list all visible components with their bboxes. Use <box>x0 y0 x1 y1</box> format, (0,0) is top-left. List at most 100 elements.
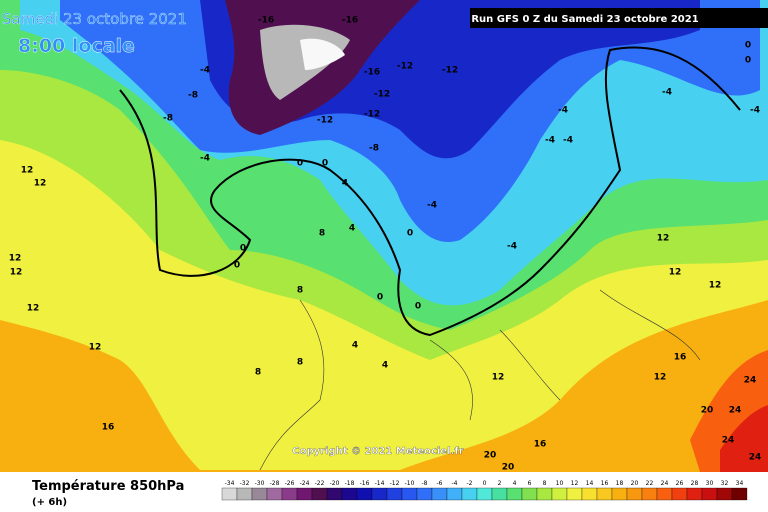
scale-swatch <box>446 487 463 501</box>
contour-label: 4 <box>382 361 388 371</box>
map-background <box>0 0 768 472</box>
contour-label: -12 <box>442 66 458 76</box>
contour-label: -4 <box>200 66 210 76</box>
scale-swatch <box>566 487 583 501</box>
scale-label: 16 <box>601 480 609 487</box>
contour-label: 8 <box>319 229 325 239</box>
scale-label: 6 <box>528 480 532 487</box>
scale-label: 22 <box>646 480 654 487</box>
scale-label: -24 <box>300 480 310 487</box>
contour-label: 12 <box>657 234 670 244</box>
contour-label: 0 <box>240 244 246 254</box>
scale-swatch <box>341 487 358 501</box>
scale-label: 20 <box>631 480 639 487</box>
scale-swatch <box>431 487 448 501</box>
scale-swatch <box>686 487 703 501</box>
contour-label: 12 <box>669 268 682 278</box>
contour-label: 0 <box>745 56 751 66</box>
scale-label: -6 <box>437 480 443 487</box>
scale-label: 26 <box>676 480 684 487</box>
contour-label: -4 <box>545 136 555 146</box>
scale-label: -32 <box>240 480 250 487</box>
scale-swatch <box>521 487 538 501</box>
scale-swatch <box>281 487 298 501</box>
contour-label: 12 <box>34 179 47 189</box>
scale-label: -16 <box>360 480 370 487</box>
scale-swatch <box>596 487 613 501</box>
contour-label: 16 <box>102 423 115 433</box>
contour-label: -8 <box>163 114 173 124</box>
scale-swatch <box>551 487 568 501</box>
contour-label: -4 <box>750 106 760 116</box>
contour-label: 12 <box>10 268 23 278</box>
scale-label: 14 <box>586 480 594 487</box>
scale-swatch <box>581 487 598 501</box>
contour-label: 24 <box>749 453 762 463</box>
contour-label: 0 <box>407 229 413 239</box>
contour-label: 0 <box>322 159 328 169</box>
scale-label: -34 <box>225 480 235 487</box>
contour-label: -16 <box>258 16 274 26</box>
scale-label: 32 <box>721 480 729 487</box>
scale-label: 8 <box>543 480 547 487</box>
contour-label: 0 <box>297 159 303 169</box>
borders <box>259 289 701 471</box>
copyright: Copyright © 2021 Meteociel.fr <box>292 446 463 457</box>
scale-swatch <box>656 487 673 501</box>
contour-label: 4 <box>352 341 358 351</box>
scale-label: 18 <box>616 480 624 487</box>
contour-label: 20 <box>701 406 714 416</box>
scale-swatch <box>641 487 658 501</box>
scale-swatch <box>371 487 388 501</box>
scale-swatch <box>716 487 733 501</box>
contour-label: 8 <box>297 358 303 368</box>
contour-label: 8 <box>255 368 261 378</box>
scale-label: -14 <box>375 480 385 487</box>
scale-swatch <box>476 487 493 501</box>
contour-label: 12 <box>709 281 722 291</box>
scale-label: -8 <box>422 480 428 487</box>
scale-swatch <box>266 487 283 501</box>
contour-label: 12 <box>9 254 22 264</box>
scale-label: -18 <box>345 480 355 487</box>
contour-label: 24 <box>744 376 757 386</box>
contour-label: 0 <box>745 41 751 51</box>
contour-label: -4 <box>558 106 568 116</box>
scale-label: 0 <box>483 480 487 487</box>
contour-label: 12 <box>89 343 102 353</box>
scale-swatch <box>326 487 343 501</box>
scale-label: -2 <box>467 480 473 487</box>
contour-label: 24 <box>729 406 742 416</box>
contour-label: -4 <box>200 154 210 164</box>
scale-swatch <box>671 487 688 501</box>
contour-label: -12 <box>317 116 333 126</box>
run-box <box>470 8 768 28</box>
scale-label: -12 <box>390 480 400 487</box>
contour-label: 24 <box>722 436 735 446</box>
scale-swatch <box>416 487 433 501</box>
scale-swatch <box>311 487 328 501</box>
contour-label: 12 <box>492 373 505 383</box>
contour-label: 0 <box>377 293 383 303</box>
contour-label: -4 <box>563 136 573 146</box>
scale-swatch <box>221 487 238 501</box>
scale-swatch <box>701 487 718 501</box>
scale-swatch <box>356 487 373 501</box>
scale-swatch <box>386 487 403 501</box>
contour-label: -12 <box>374 90 390 100</box>
scale-label: -26 <box>285 480 295 487</box>
scale-label: -22 <box>315 480 325 487</box>
scale-swatch <box>296 487 313 501</box>
color-scale: -34 -32 -30 -28 -26 -24 -22 -20 -18 -16 -14 -12 -10-… <box>221 480 748 501</box>
contour-label: 20 <box>484 451 497 461</box>
contour-label: 8 <box>297 286 303 296</box>
scale-swatch <box>461 487 478 501</box>
run-info: Run GFS 0 Z du Samedi 23 octobre 2021 <box>471 14 698 25</box>
scale-swatch <box>626 487 643 501</box>
contour-label: 16 <box>674 353 687 363</box>
scale-label: -10 <box>405 480 415 487</box>
scale-label: 34 <box>736 480 744 487</box>
map-time: 8:00 locale <box>18 35 135 57</box>
footer-title: Température 850hPa <box>32 479 184 494</box>
